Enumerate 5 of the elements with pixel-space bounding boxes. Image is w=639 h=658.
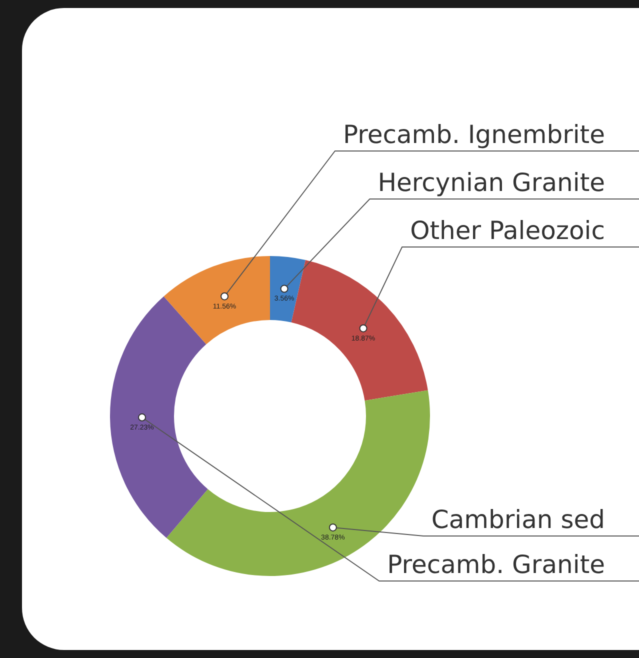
slice-label: Hercynian Granite xyxy=(378,168,605,197)
slice-label: Precamb. Ignembrite xyxy=(342,120,605,149)
slice-label: Cambrian sed xyxy=(431,505,605,534)
slice-label: Precamb. Granite xyxy=(387,550,605,579)
slice-label: Other Paleozoic xyxy=(410,216,605,245)
